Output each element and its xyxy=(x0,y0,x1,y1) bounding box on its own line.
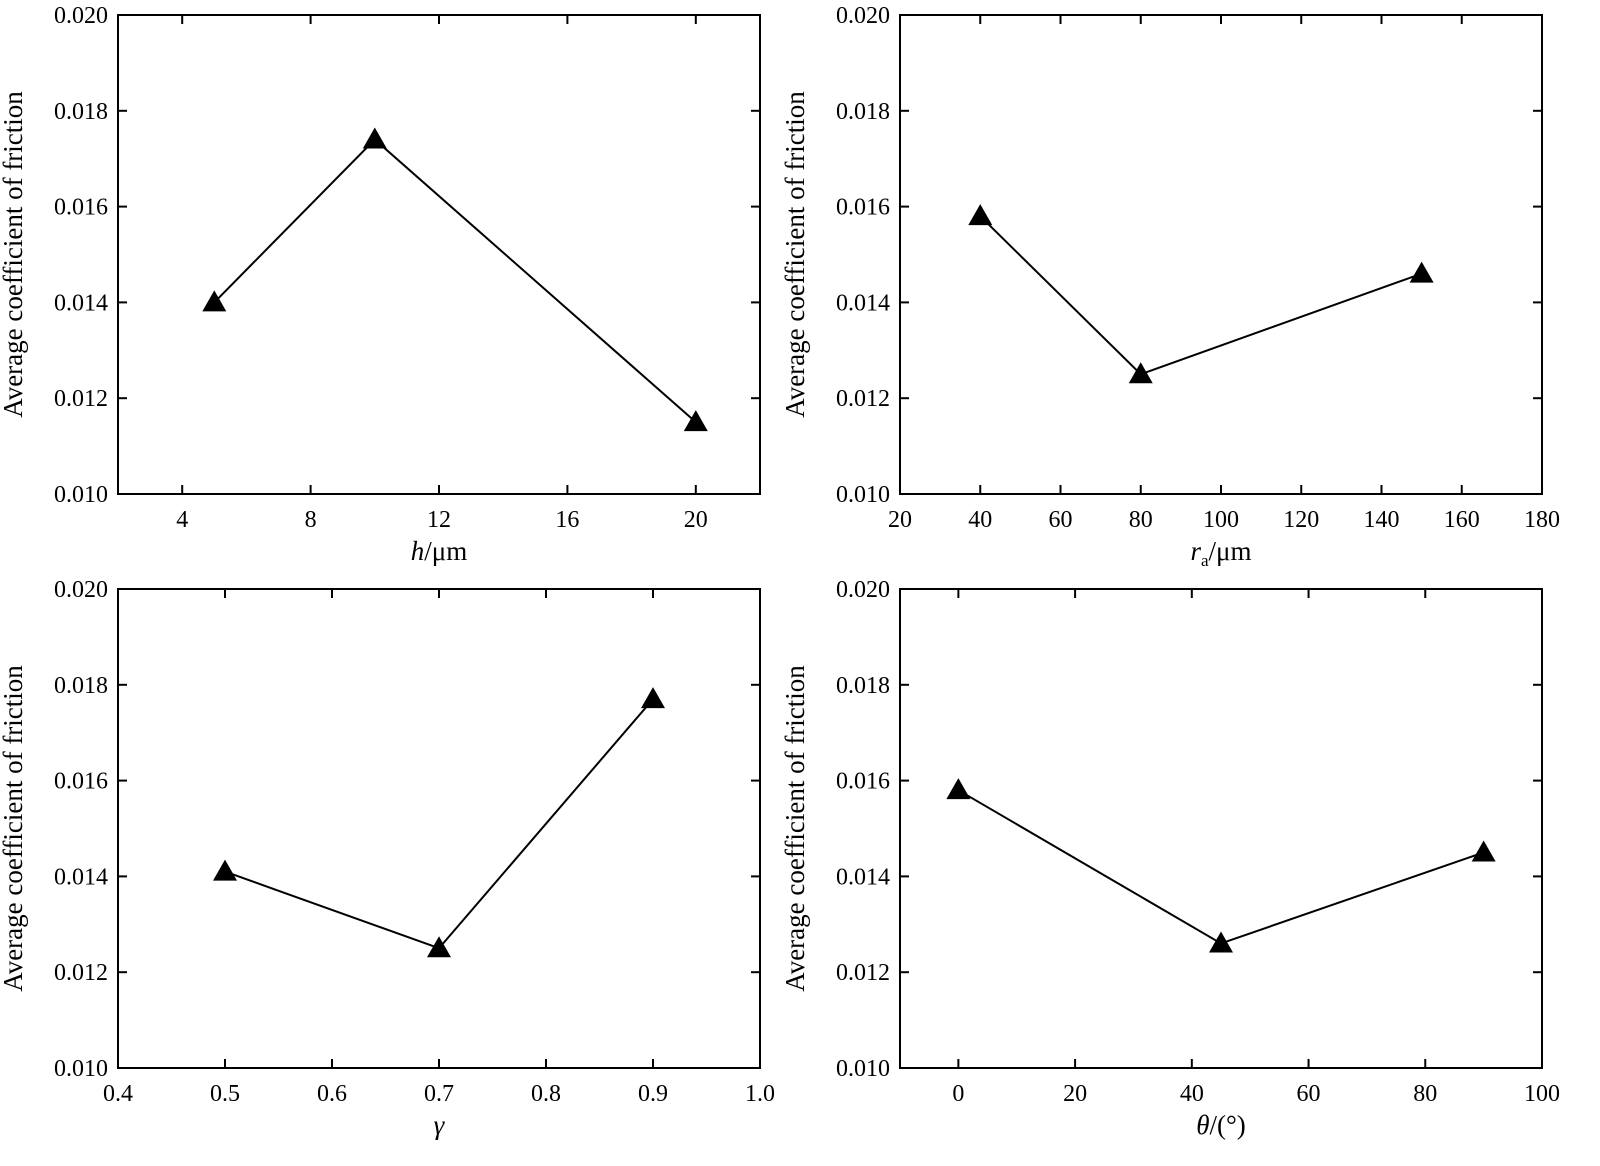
plot-frame xyxy=(117,14,761,495)
x-tick-label: 20 xyxy=(888,507,912,533)
chart-panel-3: 0.010 0.012 0.014 0.016 0.018 0.020 0.4 0.5 0.6 0… xyxy=(0,577,775,1140)
x-tick-label: 0.4 xyxy=(103,1081,133,1107)
y-axis-label: Average coefficient of friction xyxy=(0,91,28,418)
y-tick-label: 0.018 xyxy=(836,99,890,125)
y-tick-label: 0.020 xyxy=(836,577,890,603)
x-axis-label: γ xyxy=(434,1110,446,1140)
data-point-triangle xyxy=(427,936,451,958)
y-tick-label: 0.018 xyxy=(54,673,108,699)
y-tick-label: 0.014 xyxy=(836,864,890,890)
x-tick-label: 160 xyxy=(1444,507,1480,533)
x-tick-label: 20 xyxy=(1063,1081,1087,1107)
x-tick-label: 8 xyxy=(305,507,317,533)
x-tick-label: 16 xyxy=(555,507,579,533)
data-point-triangle xyxy=(968,204,993,226)
data-point-triangle xyxy=(1209,931,1233,953)
x-tick-label: 0.7 xyxy=(424,1081,454,1107)
chart-panel-2: 0.010 0.012 0.014 0.016 0.018 0.020 20 40 60 80 10… xyxy=(780,3,1560,570)
x-tick-label: 0.9 xyxy=(638,1081,668,1107)
x-tick-label: 80 xyxy=(1413,1081,1437,1107)
x-tick-label: 1.0 xyxy=(745,1081,775,1107)
y-tick-label: 0.010 xyxy=(836,482,890,508)
x-tick-label: 20 xyxy=(684,507,708,533)
y-tick-label: 0.012 xyxy=(54,386,108,412)
x-tick-label: 40 xyxy=(1180,1081,1204,1107)
y-axis-label: Average coefficient of friction xyxy=(0,665,28,992)
x-tick-label: 40 xyxy=(968,507,992,533)
x-axis-label: θ/(°) xyxy=(1196,1110,1246,1140)
x-tick-label: 0.5 xyxy=(210,1081,240,1107)
y-tick-label: 0.012 xyxy=(836,386,890,412)
series-line xyxy=(957,789,1484,945)
x-tick-label: 140 xyxy=(1364,507,1400,533)
series-line xyxy=(224,698,654,950)
x-tick-label: 100 xyxy=(1203,507,1239,533)
y-tick-label: 0.016 xyxy=(836,195,890,221)
y-tick-label: 0.018 xyxy=(54,99,108,125)
y-tick-label: 0.010 xyxy=(54,482,108,508)
y-tick-label: 0.014 xyxy=(54,290,108,316)
data-point-triangle xyxy=(1128,362,1153,384)
x-tick-label: 80 xyxy=(1129,507,1153,533)
plot-frame xyxy=(899,14,1543,495)
y-tick-label: 0.012 xyxy=(836,960,890,986)
x-axis-label: h/μm xyxy=(411,536,467,566)
y-tick-label: 0.014 xyxy=(836,290,890,316)
y-tick-label: 0.020 xyxy=(54,3,108,29)
y-axis-label: Average coefficient of friction xyxy=(780,665,810,992)
series-line xyxy=(979,215,1422,376)
x-tick-label: 100 xyxy=(1524,1081,1560,1107)
y-tick-label: 0.016 xyxy=(54,769,108,795)
chart-panel-4: 0.010 0.012 0.014 0.016 0.018 0.020 0 20 40 60 80 1… xyxy=(780,577,1560,1140)
data-point-triangle xyxy=(683,410,708,432)
data-point-triangle xyxy=(1471,840,1496,862)
y-tick-label: 0.020 xyxy=(54,577,108,603)
data-point-triangle xyxy=(1409,261,1434,283)
plot-frame xyxy=(899,588,1543,1069)
y-axis-label: Average coefficient of friction xyxy=(780,91,810,418)
data-point-triangle xyxy=(213,859,237,881)
x-tick-label: 0.8 xyxy=(531,1081,561,1107)
y-tick-label: 0.016 xyxy=(54,195,108,221)
x-tick-label: 60 xyxy=(1297,1081,1321,1107)
x-tick-label: 120 xyxy=(1283,507,1319,533)
series-line xyxy=(213,138,697,423)
x-tick-label: 12 xyxy=(427,507,451,533)
data-point-triangle xyxy=(946,778,971,800)
y-tick-label: 0.016 xyxy=(836,769,890,795)
y-tick-label: 0.010 xyxy=(836,1056,890,1082)
data-point-triangle xyxy=(362,127,387,149)
y-tick-label: 0.014 xyxy=(54,864,108,890)
plot-frame xyxy=(117,588,761,1069)
y-tick-label: 0.020 xyxy=(836,3,890,29)
x-tick-label: 180 xyxy=(1524,507,1560,533)
chart-panel-1: 0.010 0.012 0.014 0.016 0.018 0.020 4 8 12 16 20 h/… xyxy=(0,3,761,566)
data-point-triangle xyxy=(202,290,227,312)
x-tick-label: 4 xyxy=(176,507,188,533)
x-tick-label: 0.6 xyxy=(317,1081,347,1107)
y-tick-label: 0.018 xyxy=(836,673,890,699)
data-point-triangle xyxy=(641,687,665,709)
x-tick-label: 0 xyxy=(952,1081,964,1107)
y-tick-label: 0.010 xyxy=(54,1056,108,1082)
x-tick-label: 60 xyxy=(1049,507,1073,533)
x-axis-label: ra/μm xyxy=(1190,536,1251,570)
y-tick-label: 0.012 xyxy=(54,960,108,986)
